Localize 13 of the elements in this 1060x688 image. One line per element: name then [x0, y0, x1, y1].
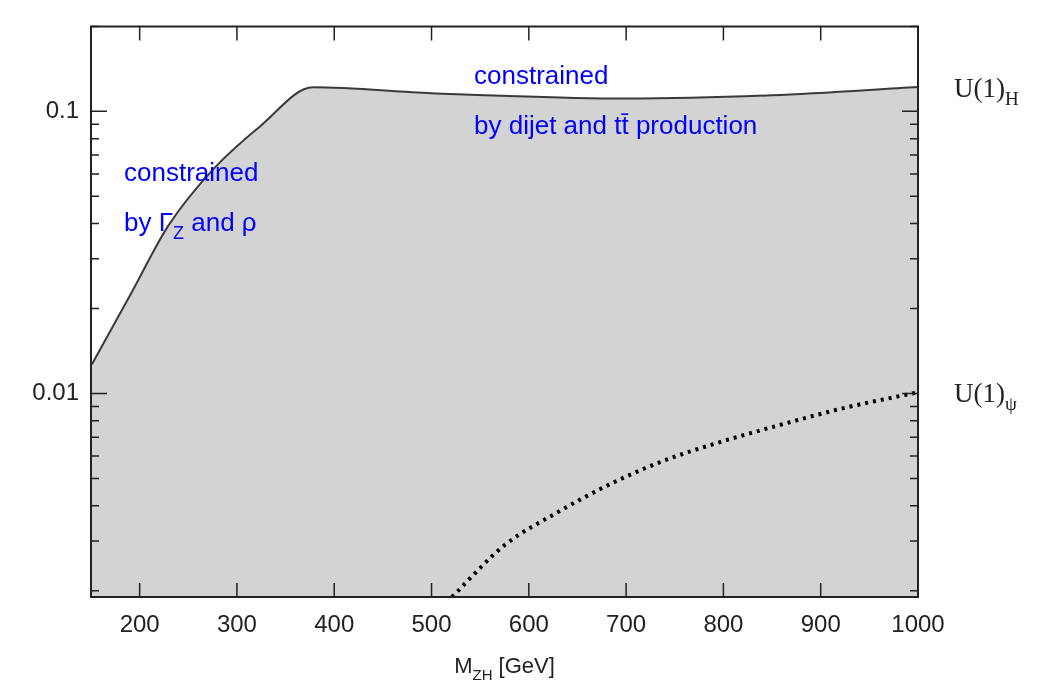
annotation: constrained by dijet and tt̄ production [474, 60, 758, 141]
line-series [449, 390, 918, 597]
x-tick-label: 600 [508, 610, 549, 638]
x-tick-label: 500 [411, 610, 452, 638]
y-tick-label: 0.01 [32, 378, 79, 406]
y-tick-label: 0.1 [45, 95, 79, 123]
x-tick-label: 1000 [891, 610, 945, 638]
x-tick-label: 700 [606, 610, 647, 638]
x-tick-label: 800 [703, 610, 744, 638]
x-tick-label: 900 [800, 610, 841, 638]
x-tick-label: 300 [216, 610, 257, 638]
x-tick-label: 400 [314, 610, 355, 638]
x-tick-label: 200 [119, 610, 160, 638]
